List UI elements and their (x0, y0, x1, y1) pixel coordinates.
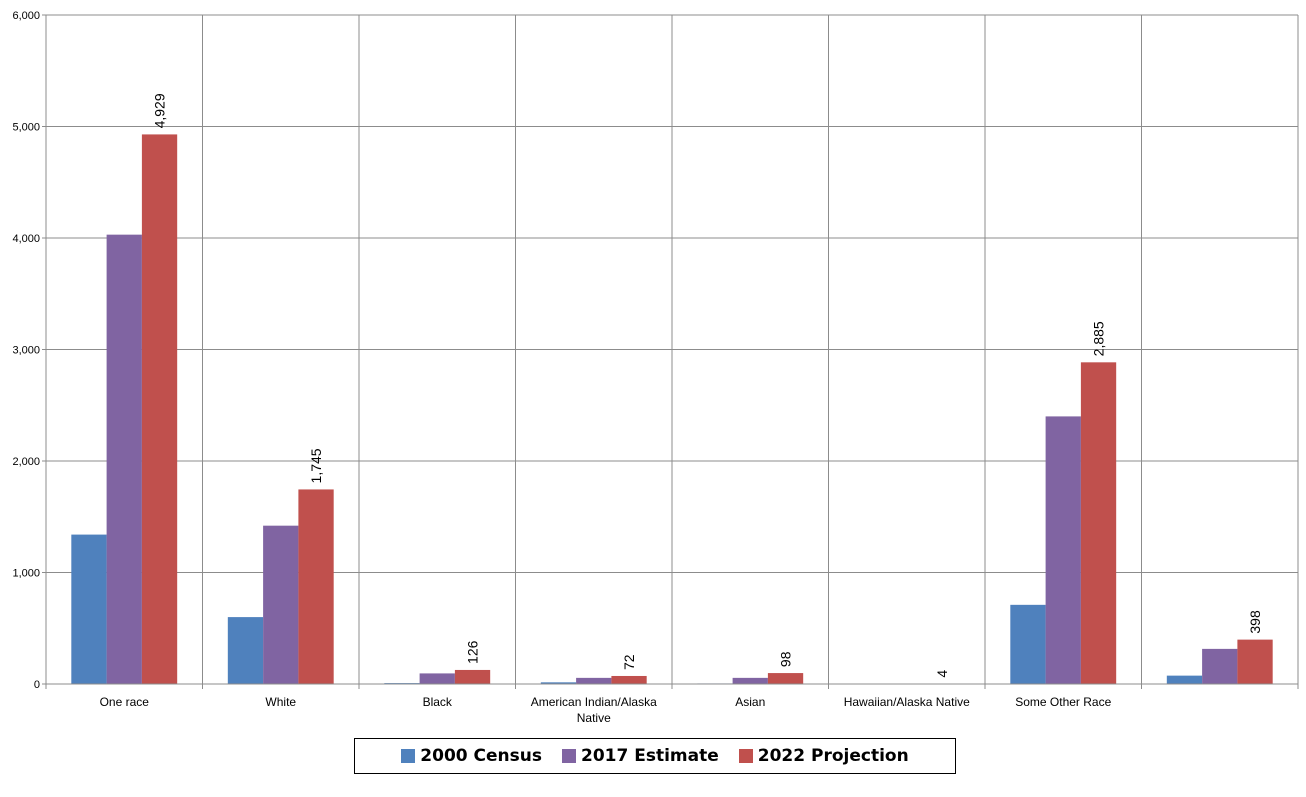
x-axis-categories: One race White Black American Indian/Alaska… (100, 695, 1112, 725)
bar (732, 677, 768, 684)
bar (611, 675, 647, 684)
data-labels: 4,929 1,745 126 72 98 4 2,885 398 (152, 93, 1264, 677)
data-label: 72 (621, 654, 637, 670)
bar (141, 134, 178, 684)
legend-item-2000-census: 2000 Census (401, 746, 542, 766)
bar (227, 617, 264, 684)
bars (71, 134, 1273, 685)
legend-label: 2017 Estimate (580, 746, 719, 766)
legend: 2000 Census 2017 Estimate 2022 Projectio… (354, 738, 956, 774)
bar (106, 234, 142, 684)
category-label: One race (100, 695, 150, 709)
y-tick-label: 3,000 (12, 345, 40, 357)
data-label: 126 (465, 640, 481, 664)
data-label: 398 (1247, 610, 1263, 634)
y-tick-label: 5,000 (12, 122, 40, 134)
category-label: American Indian/Alaska (531, 695, 657, 709)
legend-item-2022-projection: 2022 Projection (738, 746, 909, 766)
category-label: Some Other Race (1015, 695, 1111, 709)
bar (454, 669, 491, 684)
grid-lines (46, 14, 1299, 684)
category-label: Asian (735, 695, 765, 709)
bar (1080, 362, 1117, 684)
bar (1010, 604, 1046, 684)
category-label: Black (423, 695, 453, 709)
legend-swatch (561, 749, 576, 763)
data-label: 2,885 (1091, 321, 1107, 356)
bar (767, 673, 804, 684)
bar (1202, 648, 1238, 684)
bar (1045, 416, 1081, 684)
y-tick-label: 4,000 (12, 233, 40, 245)
category-label: Native (577, 711, 611, 725)
bar-chart: 0 1,000 2,000 3,000 4,000 5,000 6,000 One race… (12, 10, 1299, 725)
data-label: 1,745 (308, 448, 324, 483)
bar (576, 677, 612, 684)
bar (71, 534, 107, 684)
y-axis-ticks: 0 1,000 2,000 3,000 4,000 5,000 6,000 (12, 10, 40, 691)
data-label: 98 (778, 651, 794, 667)
legend-swatch (738, 749, 753, 763)
y-tick-label: 0 (34, 679, 40, 691)
bar (298, 489, 334, 684)
axes (42, 14, 1299, 689)
bar (540, 682, 577, 684)
legend-label: 2000 Census (420, 746, 542, 766)
y-tick-label: 6,000 (12, 10, 40, 22)
legend-label: 2022 Projection (757, 746, 909, 766)
legend-swatch (401, 749, 416, 763)
data-label: 4 (934, 670, 950, 678)
bar (1166, 675, 1203, 684)
bar (1237, 639, 1273, 684)
category-label: Hawaiian/Alaska Native (844, 695, 970, 709)
bar (419, 673, 455, 684)
bar (263, 525, 299, 684)
data-label: 4,929 (152, 93, 168, 128)
y-tick-label: 1,000 (12, 568, 40, 580)
category-label: White (265, 695, 296, 709)
legend-item-2017-estimate: 2017 Estimate (561, 746, 719, 766)
y-tick-label: 2,000 (12, 456, 40, 468)
